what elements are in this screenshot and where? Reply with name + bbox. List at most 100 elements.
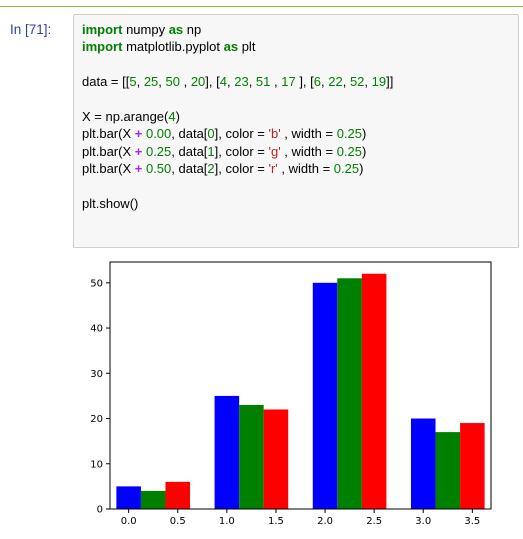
code-token: 51 xyxy=(255,74,271,90)
code-token: 0.25 xyxy=(333,161,360,177)
code-token: ], color = xyxy=(214,126,269,142)
code-token: + xyxy=(134,161,143,177)
code-token: X = np.arange( xyxy=(82,109,169,124)
code-token: plt xyxy=(238,39,256,55)
y-tick-label: 50 xyxy=(90,278,103,289)
code-token: 0.25 xyxy=(336,143,362,159)
code-token: 25 xyxy=(143,74,159,90)
code-token: 23 xyxy=(234,74,249,90)
code-line: import numpy as np xyxy=(82,22,201,37)
code-text[interactable]: import numpy as np import matplotlib.pyp… xyxy=(74,15,518,218)
code-token: , xyxy=(158,74,166,90)
code-token: np xyxy=(183,22,202,37)
code-token: , data[ xyxy=(171,161,208,177)
code-token: numpy xyxy=(122,22,169,37)
code-token: 20 xyxy=(190,74,206,90)
code-line: plt.show() xyxy=(82,196,138,211)
code-token: matplotlib.pyplot xyxy=(122,39,224,55)
code-line: plt.bar(X + 0.50, data[2], color = 'r' ,… xyxy=(82,161,363,176)
code-token: , width = xyxy=(277,161,334,177)
bar xyxy=(410,418,436,509)
code-token: 0.25 xyxy=(145,143,172,159)
output-area: 0.0 0.5 1.0 1.5 2.0 2.5 3.0 3.5 0 10 20 30 40 50 xyxy=(73,254,513,534)
code-token: data = [[ xyxy=(82,74,130,90)
code-blank-line xyxy=(82,56,510,73)
code-token: 6 xyxy=(313,74,321,90)
code-token: 0.25 xyxy=(336,126,362,142)
x-tick-label: 0.0 xyxy=(121,516,137,527)
code-token: 22 xyxy=(328,74,343,90)
code-line: import matplotlib.pyplot as plt xyxy=(82,39,255,54)
code-token: , xyxy=(248,74,256,90)
x-tick-label: 3.0 xyxy=(415,516,431,527)
code-blank-line xyxy=(82,91,510,108)
x-tick-label: 2.0 xyxy=(317,516,333,527)
code-token: ) xyxy=(175,109,180,124)
code-token: 2 xyxy=(207,161,215,177)
code-token: 0 xyxy=(207,126,215,142)
code-editor[interactable]: import numpy as np import matplotlib.pyp… xyxy=(73,14,519,248)
cell-selection-line xyxy=(0,6,523,7)
code-token: plt.show() xyxy=(82,196,139,212)
code-token: 19 xyxy=(371,74,387,90)
code-token: , xyxy=(342,74,350,90)
y-tick-label: 10 xyxy=(90,459,103,470)
code-token: , data[ xyxy=(171,143,208,159)
code-token: + xyxy=(134,143,143,159)
code-token: 52 xyxy=(349,74,365,90)
code-token: ) xyxy=(362,126,367,142)
bar xyxy=(337,278,362,509)
code-token: plt.bar(X xyxy=(82,126,135,142)
y-tick-label: 0 xyxy=(97,505,103,516)
code-token: , xyxy=(321,74,329,90)
code-token: + xyxy=(134,126,143,142)
input-prompt: In [71]: xyxy=(10,22,52,37)
code-token: ], [ xyxy=(295,74,314,90)
code-token: 50 xyxy=(165,74,180,90)
notebook-cell[interactable]: In [71]: import numpy as np import matpl… xyxy=(0,8,523,528)
code-token: ], color = xyxy=(214,143,269,159)
bar xyxy=(460,423,485,509)
code-token: 'r' xyxy=(268,161,278,177)
x-tick-label: 2.5 xyxy=(366,516,382,527)
code-blank-line xyxy=(82,178,510,195)
x-tick-label: 0.5 xyxy=(170,516,186,527)
code-token: , xyxy=(364,74,372,90)
bar xyxy=(263,409,289,509)
code-token: 0.00 xyxy=(145,126,172,142)
code-line: plt.bar(X + 0.00, data[0], color = 'b' ,… xyxy=(82,126,366,141)
code-token: , xyxy=(136,74,144,90)
code-line: X = np.arange(4) xyxy=(82,109,180,124)
code-line: data = [[5, 25, 50 , 20], [4, 23, 51 , 1… xyxy=(82,74,393,89)
code-token: as xyxy=(223,39,239,55)
x-tick-label: 1.0 xyxy=(219,516,235,527)
code-token: ], color = xyxy=(214,161,269,177)
code-token: , xyxy=(179,74,191,90)
code-token: ], [ xyxy=(205,74,220,90)
code-token: , xyxy=(270,74,282,90)
code-token: as xyxy=(168,22,184,37)
code-token: , data[ xyxy=(171,126,208,142)
code-token: 5 xyxy=(129,74,137,90)
bar xyxy=(312,282,338,509)
code-token: ) xyxy=(359,161,364,177)
code-token: 0.50 xyxy=(145,161,172,177)
x-tick-label: 3.5 xyxy=(464,516,480,527)
code-token: plt.bar(X xyxy=(82,161,135,177)
code-token: plt.bar(X xyxy=(82,143,135,159)
code-token: 1 xyxy=(207,143,215,159)
bar xyxy=(239,404,264,509)
code-token: 'g' xyxy=(268,143,281,159)
bar xyxy=(435,432,461,509)
code-token: 4 xyxy=(219,74,227,90)
bar xyxy=(165,481,191,509)
bar xyxy=(140,490,166,509)
bar-chart: 0.0 0.5 1.0 1.5 2.0 2.5 3.0 3.5 0 10 20 30 40 50 xyxy=(90,261,492,527)
code-token: , width = xyxy=(280,143,337,159)
y-tick-label: 20 xyxy=(90,414,103,425)
code-token: ]] xyxy=(386,74,394,90)
code-token: , xyxy=(226,74,235,90)
x-tick-label: 1.5 xyxy=(268,516,284,527)
y-tick-label: 30 xyxy=(90,369,103,380)
code-line: plt.bar(X + 0.25, data[1], color = 'g' ,… xyxy=(82,144,366,159)
